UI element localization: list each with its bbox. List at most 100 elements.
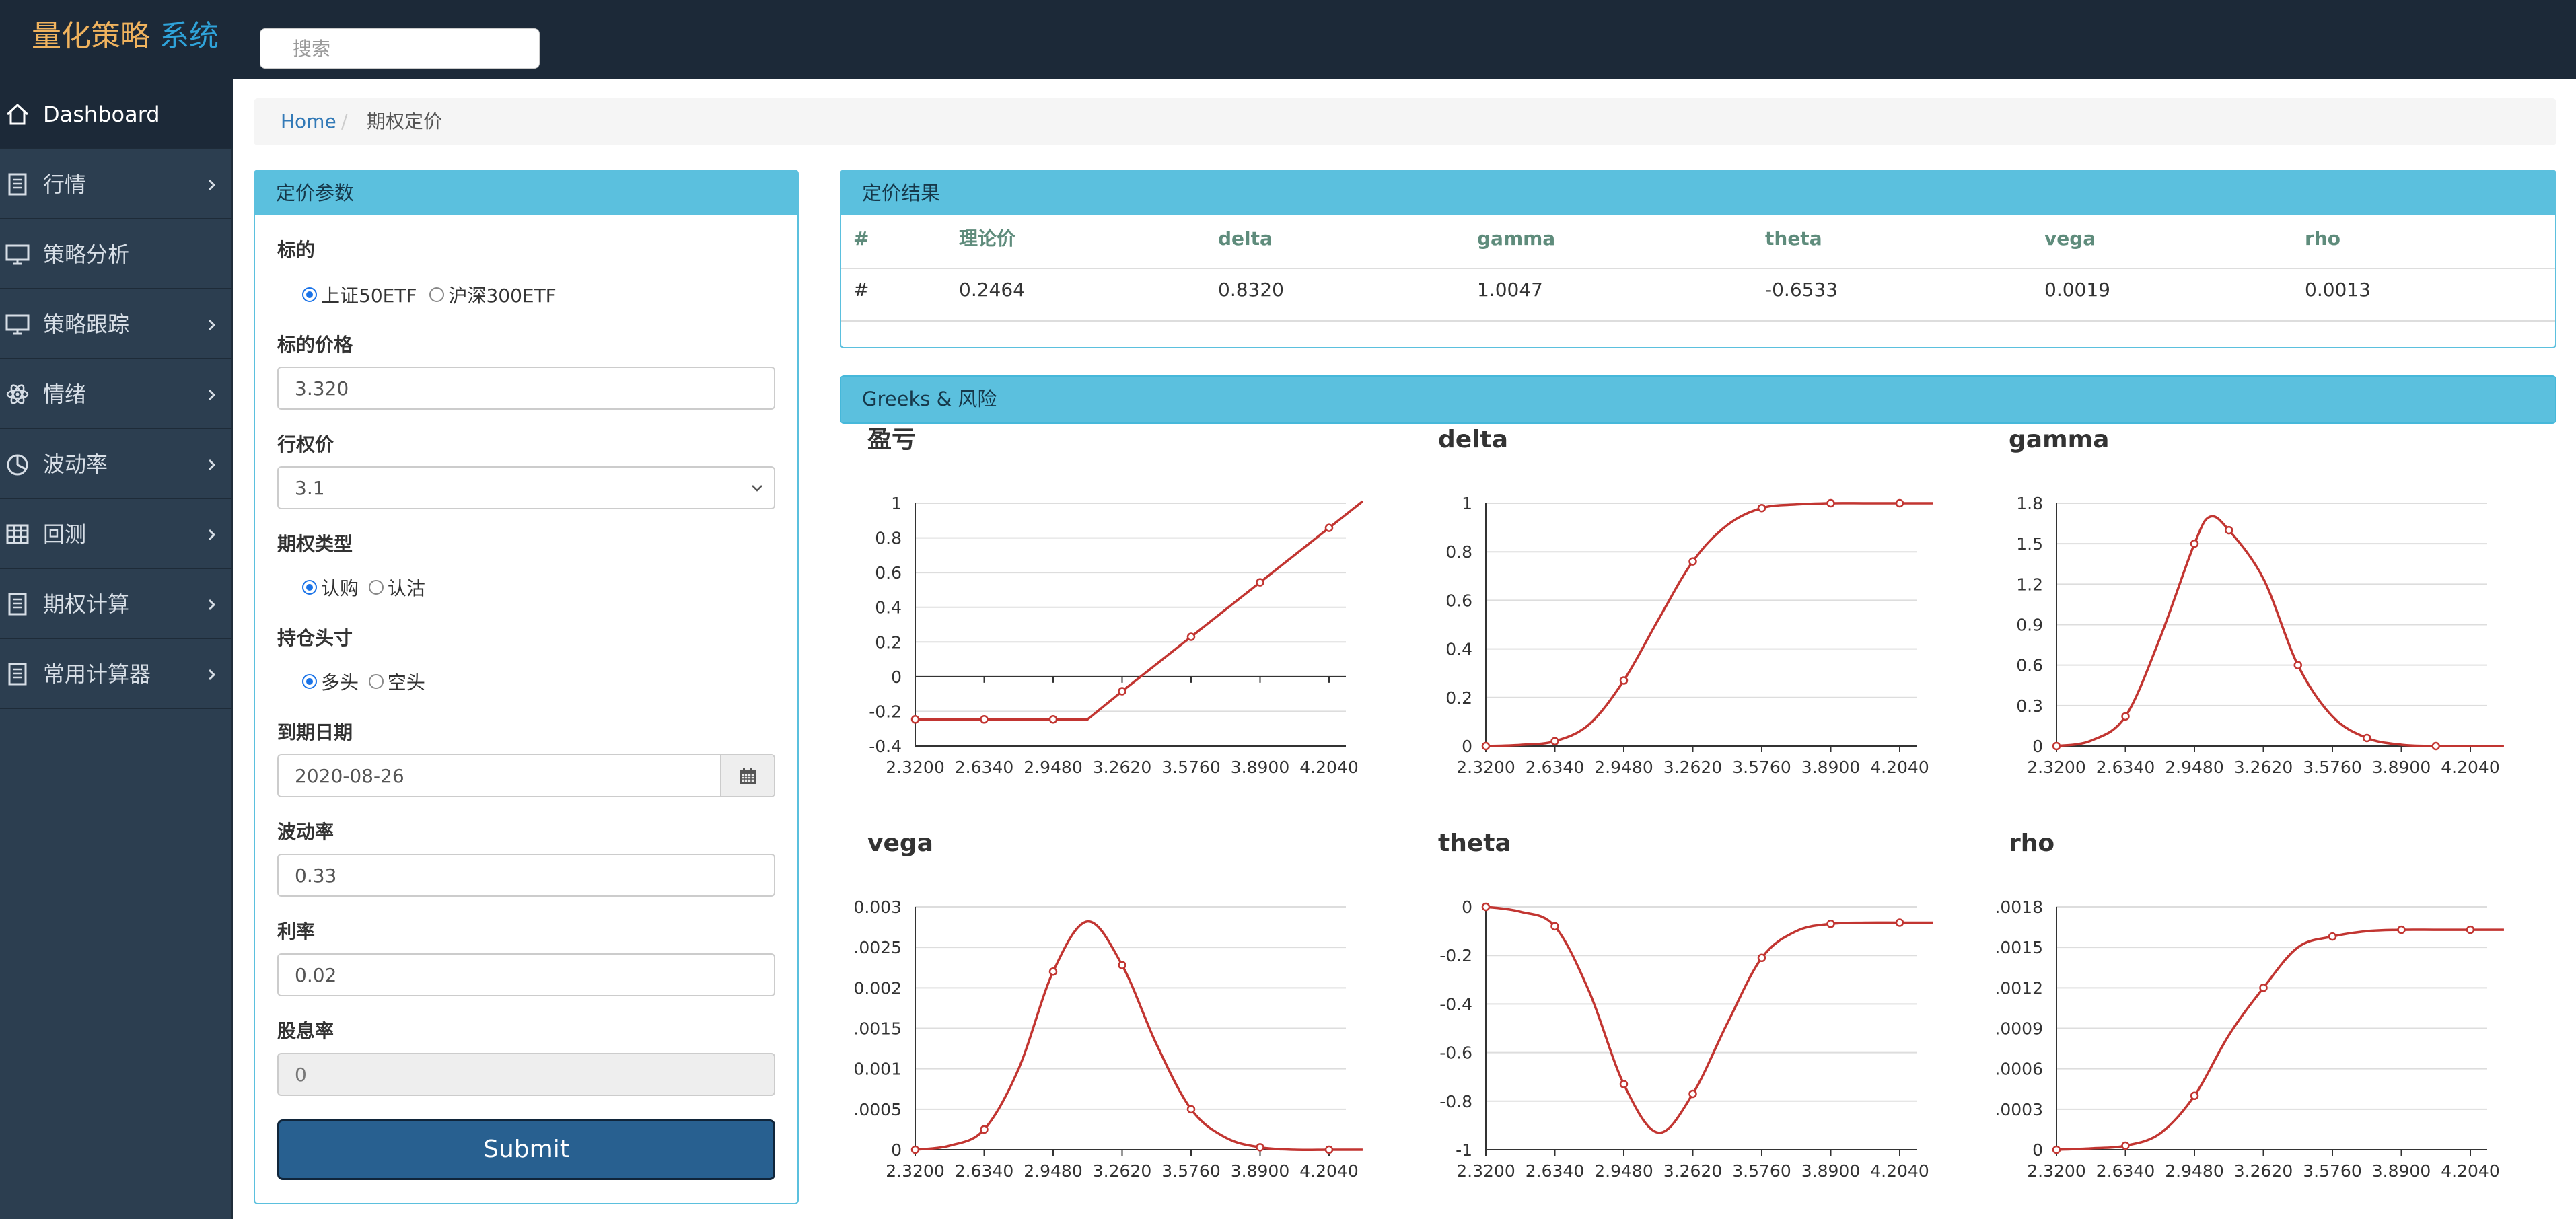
underlying-radio-sse50[interactable] [302,287,317,302]
data-point [1324,523,1334,532]
data-point [1757,953,1766,963]
sidebar-item-market[interactable]: 行情 [0,149,233,219]
table-header-cell: gamma [1477,227,1556,250]
series-line [2056,928,2504,1151]
data-point [1118,961,1126,969]
sidebar-item-volatility[interactable]: 波动率 [0,429,233,499]
y-tick-label: 0.2 [875,632,902,652]
volatility-field[interactable]: 0.33 [277,854,775,897]
sidebar-item-label: 策略分析 [43,242,130,267]
y-tick-label: 0.002 [853,978,902,998]
sidebar-item-option-calc[interactable]: 期权计算 [0,569,233,639]
data-point [1256,578,1264,587]
table-divider [841,320,2555,322]
position-radio-long[interactable] [302,674,317,689]
field-value: 0.33 [295,864,337,887]
x-tick-label: 2.9480 [2165,1161,2223,1181]
expiry-label: 到期日期 [277,721,353,743]
option-type-radio-put[interactable] [368,580,384,595]
delta-chart-svg: 0 0.2 0.4 0.6 0.8 1 2.3200 2.6340 2.9480 3.2620 3.… [1445,494,1933,777]
data-point [1688,557,1697,566]
x-tick-label: 3.5760 [1161,758,1220,777]
select-value: 3.1 [295,477,325,499]
y-tick-label: -0.2 [1439,946,1472,965]
y-tick-label: .0015 [1995,938,2043,957]
expiry-date-field[interactable]: 2020-08-26 [277,754,775,797]
y-tick-label: 0.001 [853,1060,902,1079]
strike-select[interactable]: 3.1 [277,466,775,509]
sidebar-item-calculators[interactable]: 常用计算器 [0,639,233,709]
y-tick-label: -0.2 [869,702,902,721]
position-label: 持仓头寸 [277,627,353,649]
chart-title: rho [2009,829,2055,857]
x-tick-label: 3.2620 [2234,1161,2293,1181]
data-point [1550,922,1559,931]
y-tick-label: 0.4 [875,598,902,618]
field-value: 2020-08-26 [295,765,404,787]
y-tick-label: 1.2 [2016,575,2043,594]
underlying-label: 标的 [277,239,316,261]
theta-chart-svg: -1 -0.8 -0.6 -0.4 -0.2 0 2.3200 2.6340 2.9480 3.2… [1439,897,1933,1181]
data-point [980,1125,989,1134]
search-input[interactable] [260,29,539,68]
table-header-cell: rho [2305,227,2340,250]
chevron-right-icon [208,459,216,471]
x-tick-label: 3.5760 [2303,1161,2361,1181]
sidebar-item-strategy-tracking[interactable]: 策略跟踪 [0,289,233,359]
x-tick-label: 2.9480 [1024,758,1082,777]
x-tick-label: 3.8900 [1231,758,1289,777]
atom-icon [6,384,29,404]
chevron-right-icon [208,319,216,331]
x-tick-label: 2.6340 [1526,1161,1584,1181]
x-tick-label: 3.5760 [2303,758,2361,777]
underlying-radio-csi300[interactable] [429,287,445,302]
brand-title-accent: 系统 [159,19,219,53]
sidebar-item-strategy-analysis[interactable]: 策略分析 [0,219,233,289]
radio-label: 上证50ETF [321,285,417,307]
chart-title: delta [1438,426,1509,453]
y-tick-label: .0018 [1995,897,2043,917]
data-point [1186,1105,1196,1114]
data-point [1550,737,1559,746]
x-tick-label: 4.2040 [2441,1161,2499,1181]
option-type-radio-call[interactable] [302,580,317,595]
sidebar-item-label: 策略跟踪 [43,311,130,337]
series-line [1485,906,1933,1134]
sidebar-item-label: 回测 [43,521,87,547]
data-point [1481,741,1491,751]
calendar-button[interactable] [720,755,774,796]
x-tick-label: 4.2040 [1870,1161,1929,1181]
data-point [1619,676,1629,685]
rate-label: 利率 [277,920,316,943]
field-value: 3.320 [295,377,349,400]
x-tick-label: 3.2620 [2234,758,2293,777]
submit-button[interactable]: Submit [277,1119,775,1180]
data-point [1048,967,1058,976]
dividend-field: 0 [277,1053,775,1096]
x-tick-label: 2.9480 [2165,758,2223,777]
sidebar-item-label: 期权计算 [43,591,130,617]
series-line [915,500,1364,721]
table-cell: 1.0047 [1477,279,1543,301]
data-point [2466,925,2475,934]
app-brand[interactable]: 量化策略 系统 [32,17,219,55]
data-point [2293,661,2302,669]
data-point [2397,925,2406,934]
y-tick-label: 1 [891,494,902,513]
price-field[interactable]: 3.320 [277,367,775,410]
rate-field[interactable]: 0.02 [277,953,775,996]
price-label: 标的价格 [277,334,353,356]
gamma-chart-svg: 0 0.3 0.6 0.9 1.2 1.5 1.8 2.3200 2.6340 2.9480 3.2… [2016,494,2504,777]
position-radio-short[interactable] [368,674,384,689]
x-tick-label: 3.8900 [1801,758,1860,777]
greeks-panel-header: Greeks & 风险 [840,375,2556,424]
radio-label: 认购 [321,577,359,599]
breadcrumb-home-link[interactable]: Home [281,110,336,133]
sidebar-item-dashboard[interactable]: Dashboard [0,79,233,149]
monitor-icon [5,244,30,265]
sidebar-item-sentiment[interactable]: 情绪 [0,359,233,429]
data-point [1826,498,1835,508]
y-tick-label: -0.8 [1439,1092,1472,1111]
sidebar-item-backtest[interactable]: 回测 [0,499,233,569]
field-value: 0.02 [295,964,337,986]
